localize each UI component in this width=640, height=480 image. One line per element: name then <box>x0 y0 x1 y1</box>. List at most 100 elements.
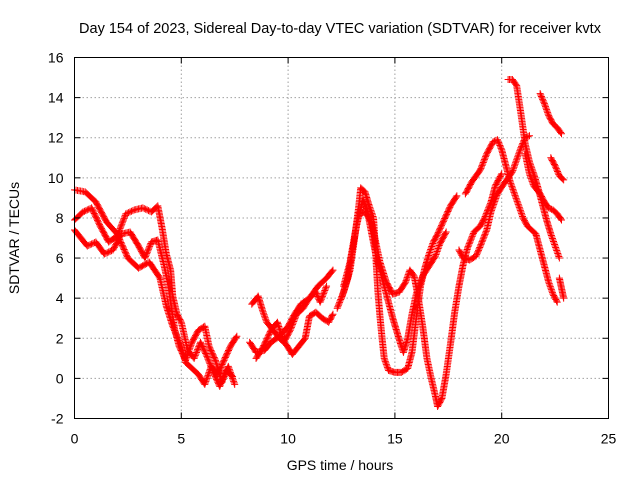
data-point <box>118 220 126 228</box>
data-point <box>83 206 91 214</box>
data-point <box>434 245 442 253</box>
data-point <box>312 288 320 296</box>
data-point <box>286 326 294 334</box>
data-point <box>517 209 525 217</box>
data-point <box>261 312 269 320</box>
data-point <box>554 169 562 177</box>
data-point <box>492 194 500 202</box>
data-point <box>557 129 565 137</box>
data-point <box>493 136 501 144</box>
data-point <box>187 341 195 349</box>
data-point <box>475 246 483 254</box>
data-point <box>513 197 521 205</box>
data-point <box>194 346 202 354</box>
data-point <box>224 362 232 370</box>
data-point <box>369 212 377 220</box>
data-point <box>142 205 150 213</box>
series-track-14 <box>521 150 566 224</box>
data-point <box>334 303 342 311</box>
data-point <box>550 239 558 247</box>
data-point <box>368 211 376 219</box>
data-point <box>204 371 212 379</box>
data-point <box>432 251 440 259</box>
data-point <box>202 351 210 359</box>
data-point <box>142 251 150 259</box>
data-point <box>403 275 411 283</box>
data-point <box>543 106 551 114</box>
data-point <box>539 95 547 103</box>
data-point <box>187 340 195 348</box>
data-point <box>317 295 325 303</box>
data-point <box>546 205 554 213</box>
data-point <box>476 166 484 174</box>
data-point <box>481 230 489 238</box>
data-point <box>218 378 226 386</box>
data-point <box>558 130 566 138</box>
data-point <box>491 197 499 205</box>
data-point <box>482 229 490 237</box>
data-point <box>203 352 211 360</box>
series-track-16 <box>555 274 568 302</box>
data-point <box>559 175 567 183</box>
data-point <box>514 151 522 159</box>
data-point <box>546 281 554 289</box>
data-point <box>221 371 229 379</box>
data-point <box>202 377 210 385</box>
data-point <box>553 248 561 256</box>
data-point <box>425 250 433 258</box>
data-point <box>547 284 555 292</box>
data-point <box>479 236 487 244</box>
data-point <box>381 357 389 365</box>
data-point <box>464 244 472 252</box>
data-point <box>203 374 211 382</box>
data-point <box>527 174 535 182</box>
data-point <box>431 252 439 260</box>
data-point <box>537 92 545 100</box>
data-point <box>319 291 327 299</box>
data-point <box>362 203 370 211</box>
x-axis-label: GPS time / hours <box>287 457 394 473</box>
data-point <box>260 311 268 319</box>
data-point <box>509 165 517 173</box>
data-point <box>106 247 114 255</box>
data-point <box>205 357 213 365</box>
data-point <box>402 277 410 285</box>
data-point <box>144 245 152 253</box>
data-point <box>515 203 523 211</box>
data-point <box>383 362 391 370</box>
data-point <box>360 199 368 207</box>
data-point <box>488 205 496 213</box>
series-track-2 <box>71 202 237 390</box>
data-point <box>510 163 518 171</box>
data-point <box>490 199 498 207</box>
data-point <box>428 243 436 251</box>
series-track-9 <box>340 170 506 410</box>
data-point <box>544 109 552 117</box>
data-point <box>204 354 212 362</box>
y-tick-label: 16 <box>48 50 64 66</box>
data-point <box>540 100 548 108</box>
data-point <box>86 241 94 249</box>
chart-title: Day 154 of 2023, Sidereal Day-to-day VTE… <box>79 21 602 37</box>
data-point <box>329 266 337 274</box>
data-point <box>218 377 226 385</box>
data-point <box>403 274 411 282</box>
data-point <box>549 238 557 246</box>
data-point <box>554 168 562 176</box>
data-point <box>185 347 193 355</box>
data-point <box>318 294 326 302</box>
data-point <box>545 280 553 288</box>
data-point <box>553 298 561 306</box>
data-point <box>184 349 192 357</box>
data-point <box>529 179 537 187</box>
data-point <box>511 160 519 168</box>
data-point <box>83 242 91 250</box>
data-point <box>528 177 536 185</box>
data-point <box>489 202 497 210</box>
data-point <box>287 323 295 331</box>
data-point <box>553 297 561 305</box>
data-point <box>125 209 133 217</box>
data-point <box>478 239 486 247</box>
data-point <box>145 244 153 252</box>
